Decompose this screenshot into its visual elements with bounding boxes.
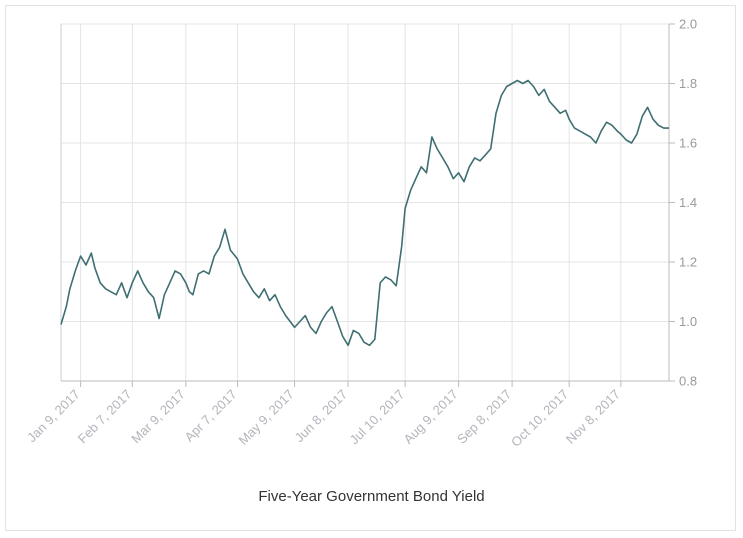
chart-title: Five-Year Government Bond Yield bbox=[258, 488, 485, 505]
x-tick-label: Jun 8, 2017 bbox=[292, 387, 351, 446]
y-tick-label: 0.8 bbox=[679, 374, 697, 389]
x-tick-label: Sep 8, 2017 bbox=[454, 387, 514, 447]
y-tick-label: 1.0 bbox=[679, 314, 697, 329]
x-tick-label: Jan 9, 2017 bbox=[24, 387, 83, 446]
x-tick-label: Mar 9, 2017 bbox=[128, 387, 188, 447]
y-tick-label: 1.8 bbox=[679, 76, 697, 91]
x-tick-label: Oct 10, 2017 bbox=[508, 387, 571, 450]
chart-frame bbox=[5, 5, 736, 531]
x-tick-label: Feb 7, 2017 bbox=[75, 387, 135, 447]
x-tick-label: Nov 8, 2017 bbox=[563, 387, 623, 447]
x-tick-label: Jul 10, 2017 bbox=[347, 387, 408, 448]
grid-lines bbox=[61, 23, 669, 382]
y-tick-label: 1.6 bbox=[679, 136, 697, 151]
y-tick-label: 2.0 bbox=[679, 17, 697, 32]
x-tick-label: Aug 9, 2017 bbox=[401, 387, 461, 447]
y-axis-ticks: 0.8 1.0 1.2 1.4 1.6 1.8 2.0 bbox=[669, 17, 697, 389]
x-tick-label: Apr 7, 2017 bbox=[182, 387, 240, 445]
y-tick-label: 1.2 bbox=[679, 255, 697, 270]
yield-series-line bbox=[60, 79, 669, 347]
x-tick-label: May 9, 2017 bbox=[235, 387, 296, 448]
y-tick-label: 1.4 bbox=[679, 195, 697, 210]
